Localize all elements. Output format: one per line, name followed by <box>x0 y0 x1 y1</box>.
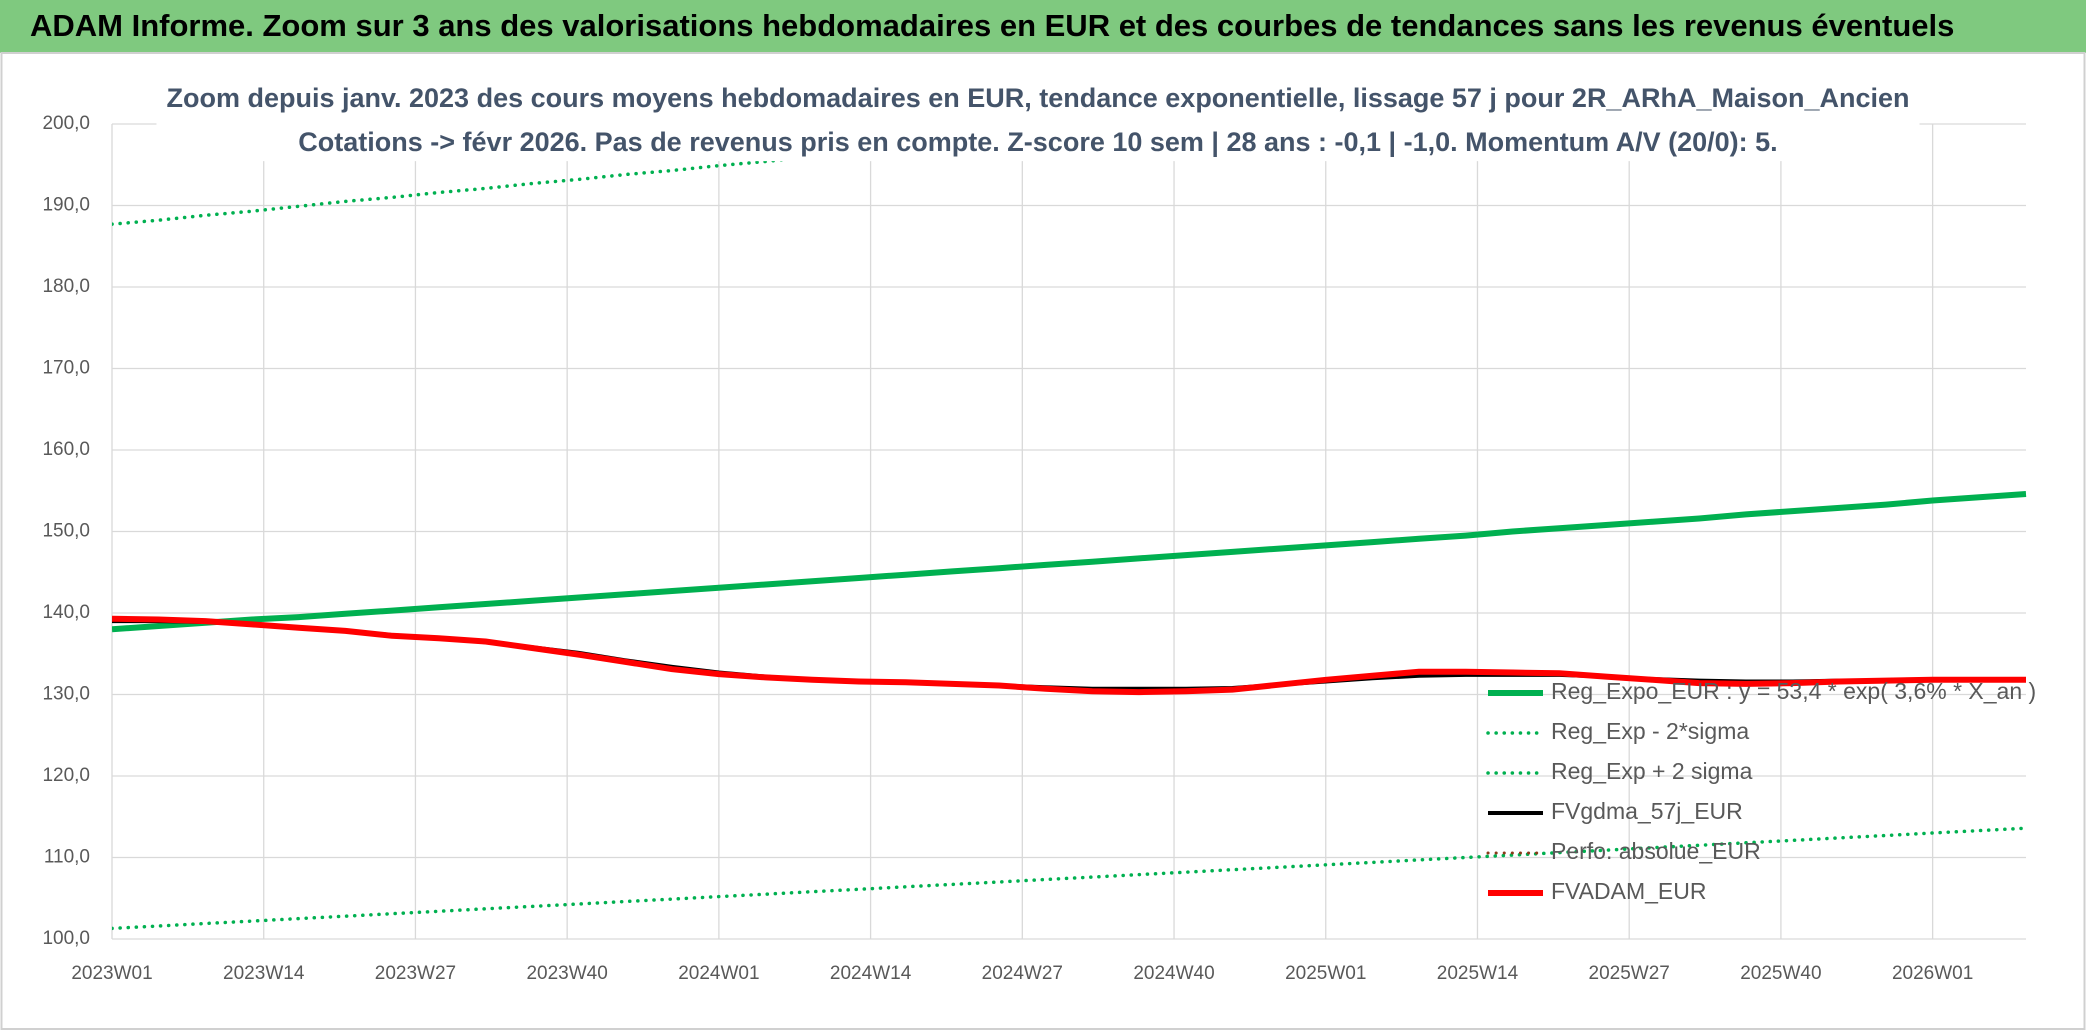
y-tick-label: 110,0 <box>44 847 90 868</box>
x-tick-label: 2023W27 <box>375 963 456 984</box>
header-band <box>0 0 2086 53</box>
y-tick-label: 190,0 <box>42 195 90 216</box>
chart-border <box>0 52 2086 1030</box>
chart-subtitle: Cotations -> févr 2026. Pas de revenus p… <box>298 127 1777 157</box>
titles: Zoom depuis janv. 2023 des cours moyens … <box>156 79 1920 162</box>
x-tick-label: 2025W27 <box>1589 963 1670 984</box>
y-tick-label: 150,0 <box>42 521 90 542</box>
plot-lines <box>112 120 2028 931</box>
y-tick-label: 140,0 <box>42 602 90 623</box>
x-tick-label: 2024W14 <box>830 963 912 984</box>
x-tick-label: 2024W27 <box>982 963 1063 984</box>
series-line <box>112 615 2026 696</box>
y-tick-label: 170,0 <box>42 358 90 379</box>
legend-label: Reg_Expo_EUR : y = 53,4 * exp( 3,6% * X_… <box>1551 678 2036 704</box>
series-line <box>112 491 2027 633</box>
x-tick-label: 2023W14 <box>223 963 305 984</box>
legend-label: FVADAM_EUR <box>1551 878 1707 904</box>
x-tick-label: 2026W01 <box>1892 963 1973 984</box>
x-tick-label: 2025W40 <box>1740 963 1821 984</box>
y-tick-label: 180,0 <box>42 276 90 297</box>
legend-label: FVgdma_57j_EUR <box>1551 798 1743 824</box>
y-tick-label: 120,0 <box>42 765 90 786</box>
y-tick-label: 160,0 <box>42 439 90 460</box>
x-tick-label: 2023W40 <box>526 963 607 984</box>
y-tick-label: 200,0 <box>42 113 90 134</box>
legend-label: Perfo. absolue_EUR <box>1551 838 1761 864</box>
legend-label: Reg_Exp + 2 sigma <box>1551 758 1753 784</box>
x-tick-label: 2025W01 <box>1285 963 1366 984</box>
x-tick-label: 2024W01 <box>678 963 759 984</box>
y-tick-label: 130,0 <box>42 684 90 705</box>
x-tick-label: 2023W01 <box>71 963 152 984</box>
x-tick-label: 2025W14 <box>1437 963 1519 984</box>
title-background <box>156 79 1920 162</box>
chart-title: Zoom depuis janv. 2023 des cours moyens … <box>166 83 1909 113</box>
x-tick-label: 2024W40 <box>1133 963 1214 984</box>
tick-labels: 100,0 110,0 120,0 130,0 140,0 150,0 160,0 170,0… <box>42 113 1973 984</box>
legend: Reg_Expo_EUR : y = 53,4 * exp( 3,6% * X_… <box>1486 678 2036 904</box>
series-line <box>112 826 2028 931</box>
y-tick-label: 100,0 <box>42 928 90 949</box>
header-title: ADAM Informe. Zoom sur 3 ans des valoris… <box>30 8 1954 43</box>
legend-label: Reg_Exp - 2*sigma <box>1551 718 1749 744</box>
